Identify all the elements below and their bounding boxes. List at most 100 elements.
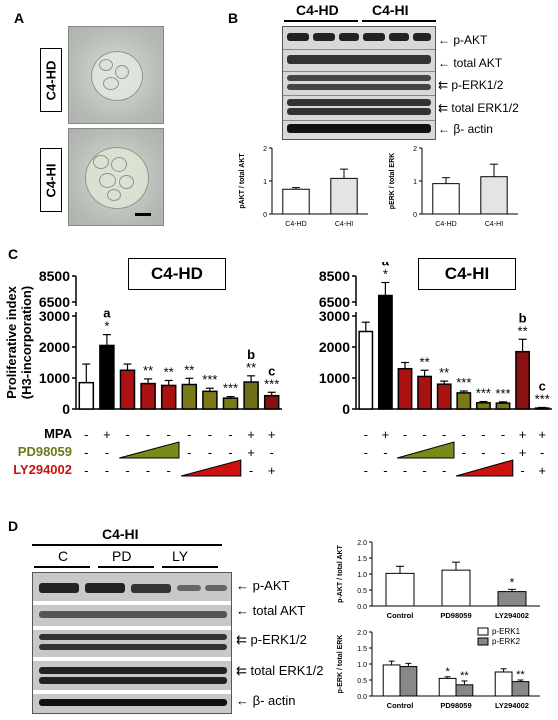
bar: [456, 392, 472, 410]
y-tick-label: 0.5: [357, 678, 367, 685]
bar: [385, 572, 415, 607]
treatment-sign: -: [481, 427, 485, 442]
treatment-sign: -: [208, 445, 212, 460]
treatment-sign: +: [103, 427, 111, 442]
treatment-sign: +: [519, 427, 527, 442]
treatment-sign: -: [422, 427, 426, 442]
bar-p-erk1: [494, 671, 513, 697]
bar: [417, 375, 433, 410]
treatment-sign: -: [540, 445, 544, 460]
significance-label: c: [539, 378, 546, 393]
western-blot-b: [282, 26, 436, 140]
bar: [99, 344, 115, 410]
significance-label: **: [516, 669, 525, 681]
treatment-sign: -: [167, 427, 171, 442]
treatment-sign: +: [268, 463, 276, 478]
category-label: LY294002: [495, 701, 529, 710]
y-tick-label: 0: [413, 212, 417, 219]
treatment-sign: -: [208, 427, 212, 442]
bar: [140, 382, 156, 410]
treatment-sign: +: [247, 445, 255, 460]
treatment-sign: -: [442, 463, 446, 478]
bar: [497, 591, 527, 607]
category-label: LY294002: [495, 611, 529, 620]
treatment-sign: +: [538, 427, 546, 442]
treatment-sign: -: [125, 463, 129, 478]
treatment-sign: -: [462, 427, 466, 442]
significance-label: b: [519, 310, 527, 325]
treatment-sign: +: [382, 427, 390, 442]
blot-b-group-hd: C4-HD: [296, 2, 339, 18]
bar-p-erk2: [511, 681, 530, 697]
blot-b-label-actin: ← β- actin: [438, 122, 493, 136]
significance-label: **: [518, 323, 528, 338]
y-tick-label: 1000: [39, 370, 70, 386]
bar: [534, 407, 550, 410]
blot-b-group-line-hd: [284, 20, 358, 22]
treatment-sign: +: [268, 427, 276, 442]
bar: [78, 381, 95, 410]
panel-d-group-ly: LY: [172, 548, 189, 564]
significance-label: **: [184, 362, 194, 377]
significance-label: ***: [476, 386, 491, 401]
micrograph-c4-hd: [68, 26, 164, 124]
significance-label: a: [382, 262, 390, 269]
significance-label: **: [420, 354, 430, 369]
y-axis-label: pERK / total ERK: [389, 153, 396, 209]
western-blot-d: [32, 572, 232, 714]
y-tick-label: 1000: [319, 370, 350, 386]
y-tick-label: 1.0: [357, 662, 367, 669]
y-tick-label: 0: [342, 401, 350, 417]
pd-dose-triangle-right: [397, 441, 455, 459]
pd-dose-triangle-left: [119, 441, 180, 459]
treatment-label-mpa: MPA: [44, 426, 73, 441]
y-tick-label: 2: [263, 146, 267, 153]
treatment-sign: -: [228, 445, 232, 460]
y-tick-label: 1: [413, 179, 417, 186]
bar: [480, 176, 508, 215]
blot-b-label-total-akt: ← total AKT: [438, 56, 503, 70]
treatment-sign: -: [462, 445, 466, 460]
bar: [495, 402, 511, 410]
blot-b-group-hi: C4-HI: [372, 2, 409, 18]
treatment-sign: -: [520, 463, 524, 478]
panel-d-group-pd: PD: [112, 548, 132, 564]
blot-d-label-actin: ← β- actin: [236, 693, 296, 708]
category-label: C4-HD: [285, 221, 306, 228]
treatment-label-pd98059: PD98059: [18, 444, 72, 459]
blot-b-label-pakt: ← p-AKT: [438, 33, 488, 47]
bar: [441, 569, 471, 607]
y-tick-label: 2.0: [357, 630, 367, 637]
bar-p-erk1: [438, 677, 457, 697]
y-tick-label: 2: [413, 146, 417, 153]
y-tick-label: 0: [62, 401, 70, 417]
treatment-sign: -: [187, 427, 191, 442]
treatment-sign: +: [519, 445, 527, 460]
blot-d-label-total-erk: ⇇ total ERK1/2: [236, 663, 324, 678]
panel-a-letter: A: [14, 10, 25, 26]
legend-label: p-ERK1: [492, 627, 521, 636]
panel-a-label-bottom: C4-HI: [40, 148, 62, 212]
panel-d-line-ly: [162, 566, 218, 568]
significance-label: b: [247, 347, 255, 362]
chart-c-right: 010002000300065008500*a***************b*…: [319, 262, 552, 417]
y-tick-label: 1.5: [357, 556, 367, 563]
y-tick-label: 3000: [39, 308, 70, 324]
y-tick-label: 0.0: [357, 604, 367, 611]
legend-label: p-ERK2: [492, 637, 521, 646]
treatment-sign: -: [364, 427, 368, 442]
bar: [243, 381, 259, 410]
significance-label: **: [164, 364, 174, 379]
bar: [263, 394, 280, 410]
treatment-sign: -: [228, 427, 232, 442]
category-label: PD98059: [440, 611, 471, 620]
bar-p-erk1: [382, 664, 401, 697]
ly-dose-triangle-left: [180, 459, 242, 477]
category-label: C4-HI: [335, 221, 353, 228]
significance-label: c: [268, 363, 275, 378]
y-axis-label-line2: (H3-incorporation): [19, 286, 34, 399]
significance-label: ***: [535, 391, 550, 406]
bar: [222, 397, 239, 410]
